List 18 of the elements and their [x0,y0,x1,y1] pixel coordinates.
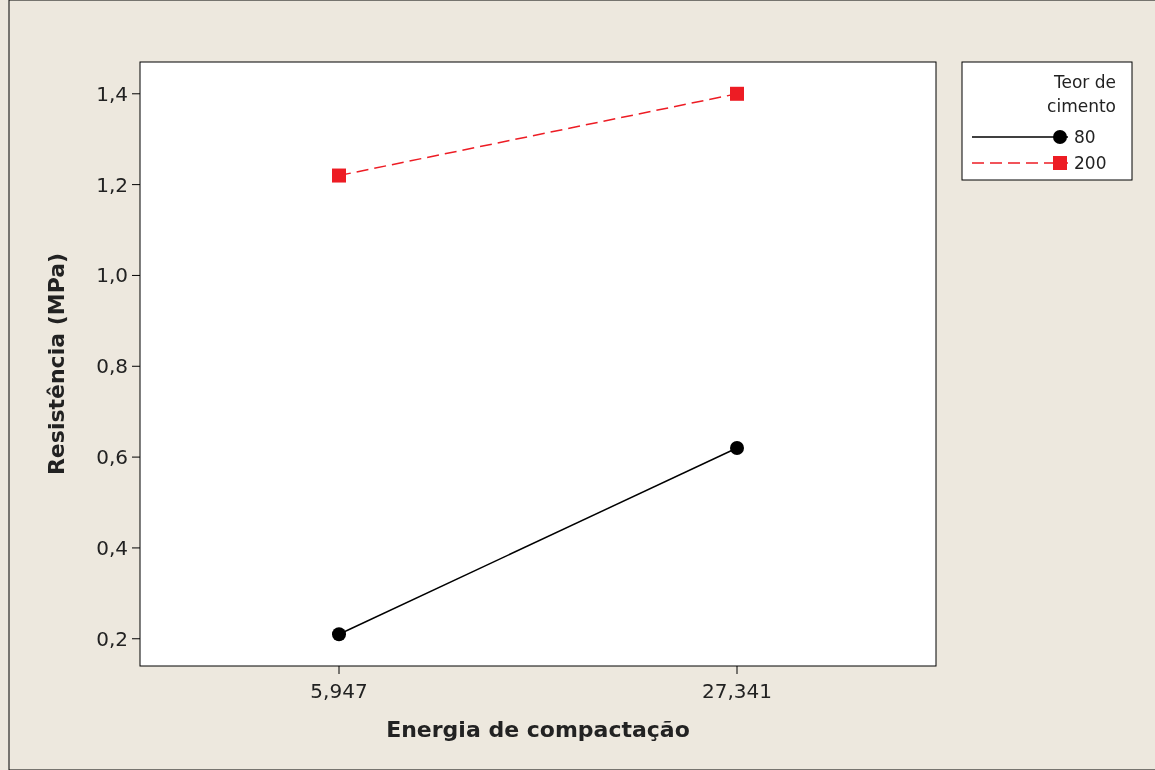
x-tick-label: 27,341 [702,679,772,703]
point [332,168,346,183]
legend-label: 200 [1074,152,1107,173]
point [332,627,346,642]
legend-label: 80 [1074,126,1096,147]
y-tick-label: 0,2 [96,626,128,651]
y-tick-label: 0,6 [96,445,128,470]
point [730,86,744,101]
y-tick-label: 0,8 [96,354,128,379]
point [730,441,744,456]
x-tick-label: 5,947 [310,679,368,703]
y-axis-title: Resistência (MPa) [44,252,69,476]
legend-title: Teor de cimento [1047,72,1116,116]
x-axis-title: Energia de compactação [386,717,690,742]
y-tick-label: 1,4 [96,81,128,106]
y-tick-label: 0,4 [96,535,128,560]
y-tick-label: 1,0 [96,263,128,288]
y-tick-label: 1,2 [96,172,128,197]
